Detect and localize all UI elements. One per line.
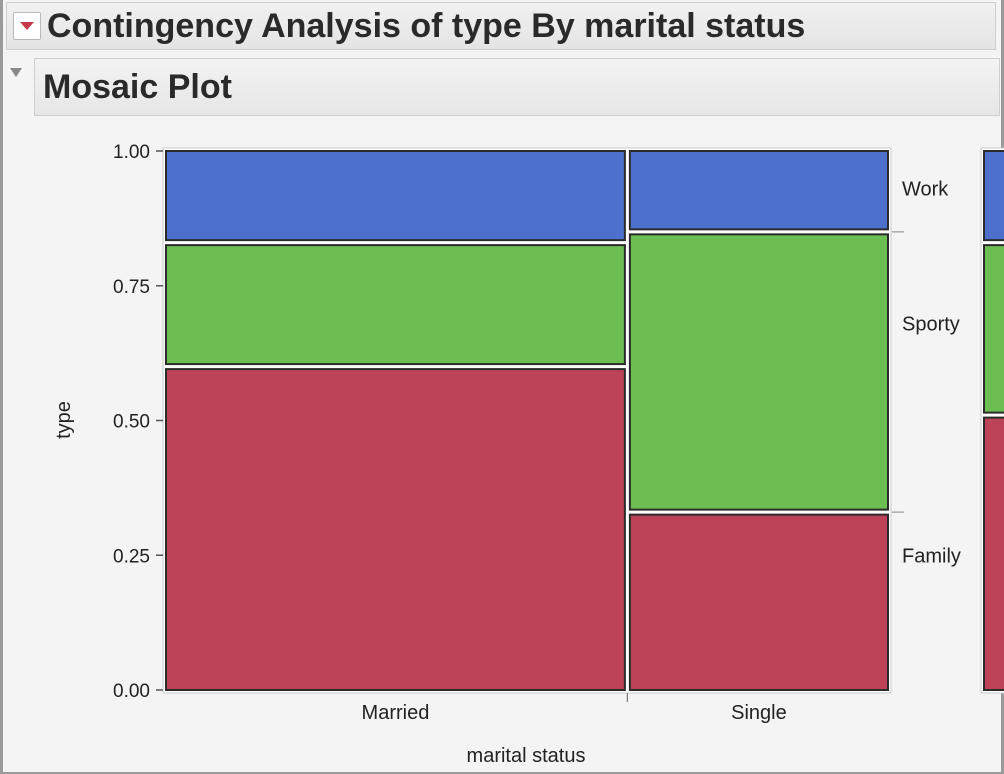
x-tick-label: Married bbox=[362, 702, 430, 724]
contingency-outline-header[interactable]: Contingency Analysis of type By marital … bbox=[6, 2, 996, 50]
overall-segment-family bbox=[983, 416, 1004, 691]
y-tick-label: 0.75 bbox=[113, 277, 150, 298]
tile-single-sporty bbox=[628, 233, 889, 511]
tile-single-work bbox=[628, 150, 889, 231]
tile-single-family bbox=[628, 513, 889, 691]
red-triangle-icon bbox=[20, 22, 34, 30]
y-tick-label: 0.00 bbox=[113, 681, 150, 702]
x-tick-label: Single bbox=[731, 702, 787, 724]
tile-married-sporty bbox=[165, 244, 626, 366]
y-axis-title: type bbox=[53, 401, 75, 439]
series-label-work: Work bbox=[902, 179, 949, 201]
overall-segment-sporty bbox=[983, 244, 1004, 414]
y-tick-label: 0.25 bbox=[113, 546, 150, 567]
series-label-family: Family bbox=[902, 545, 961, 567]
y-tick-label: 1.00 bbox=[113, 142, 150, 163]
overall-segment-work bbox=[983, 150, 1004, 242]
red-triangle-menu-button[interactable] bbox=[13, 12, 41, 40]
mosaic-plot-outline-header[interactable]: Mosaic Plot bbox=[34, 58, 1000, 116]
tile-married-work bbox=[165, 150, 626, 242]
y-tick-label: 0.50 bbox=[113, 412, 150, 433]
tile-married-family bbox=[165, 368, 626, 691]
section-title: Mosaic Plot bbox=[43, 67, 232, 106]
report-title: Contingency Analysis of type By marital … bbox=[47, 6, 806, 45]
series-label-sporty: Sporty bbox=[902, 313, 960, 335]
x-axis-title: marital status bbox=[467, 745, 586, 767]
disclosure-triangle-icon[interactable] bbox=[10, 68, 22, 77]
